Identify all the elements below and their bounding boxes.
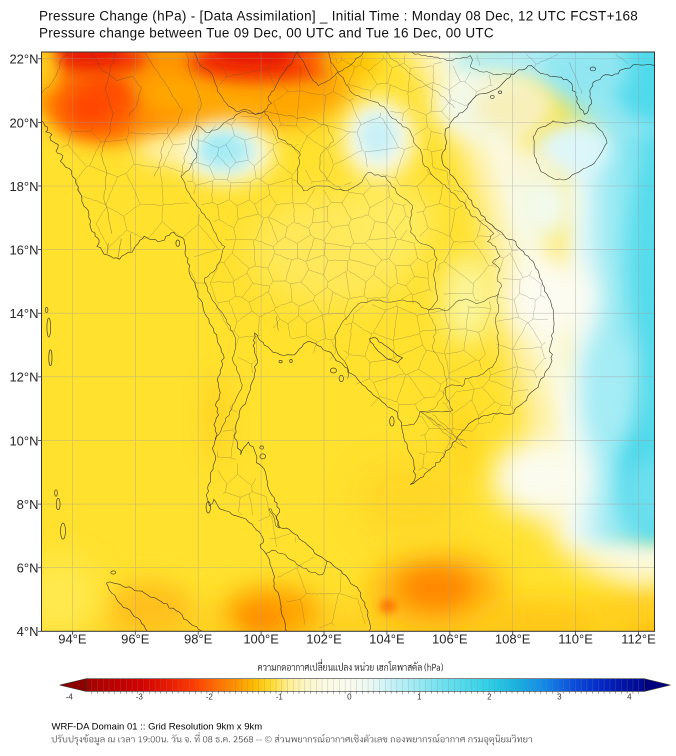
svg-text:100°E: 100°E xyxy=(243,632,279,647)
svg-text:Pressure Change (hPa) - [Data: Pressure Change (hPa) - [Data Assimilati… xyxy=(39,9,638,24)
svg-text:110°E: 110°E xyxy=(558,632,593,647)
svg-text:22°N: 22°N xyxy=(9,52,38,67)
svg-text:94°E: 94°E xyxy=(58,632,87,647)
svg-text:20°N: 20°N xyxy=(9,115,38,130)
svg-text:112°E: 112°E xyxy=(621,632,656,647)
svg-text:102°E: 102°E xyxy=(306,632,342,647)
svg-text:108°E: 108°E xyxy=(495,632,531,647)
svg-text:-3: -3 xyxy=(136,693,144,702)
svg-text:-2: -2 xyxy=(206,693,214,702)
svg-text:-4: -4 xyxy=(66,693,74,702)
svg-text:-1: -1 xyxy=(276,693,284,702)
svg-text:0: 0 xyxy=(347,693,352,702)
svg-text:1: 1 xyxy=(417,693,422,702)
svg-text:Pressure change between Tue 09: Pressure change between Tue 09 Dec, 00 U… xyxy=(39,26,494,41)
svg-text:10°N: 10°N xyxy=(9,433,38,448)
svg-text:14°N: 14°N xyxy=(9,306,38,321)
svg-text:104°E: 104°E xyxy=(369,632,405,647)
svg-text:WRF-DA Domain 01 :: Grid Resol: WRF-DA Domain 01 :: Grid Resolution 9km … xyxy=(52,722,263,733)
svg-text:4: 4 xyxy=(627,693,632,702)
svg-text:12°N: 12°N xyxy=(9,370,38,385)
svg-text:106°E: 106°E xyxy=(432,632,468,647)
svg-text:6°N: 6°N xyxy=(17,561,39,576)
svg-text:98°E: 98°E xyxy=(184,632,213,647)
svg-text:4°N: 4°N xyxy=(17,624,39,639)
svg-text:18°N: 18°N xyxy=(9,179,38,194)
svg-text:3: 3 xyxy=(557,693,562,702)
svg-text:16°N: 16°N xyxy=(9,243,38,258)
svg-text:96°E: 96°E xyxy=(121,632,150,647)
svg-text:2: 2 xyxy=(487,693,492,702)
svg-text:8°N: 8°N xyxy=(17,497,39,512)
